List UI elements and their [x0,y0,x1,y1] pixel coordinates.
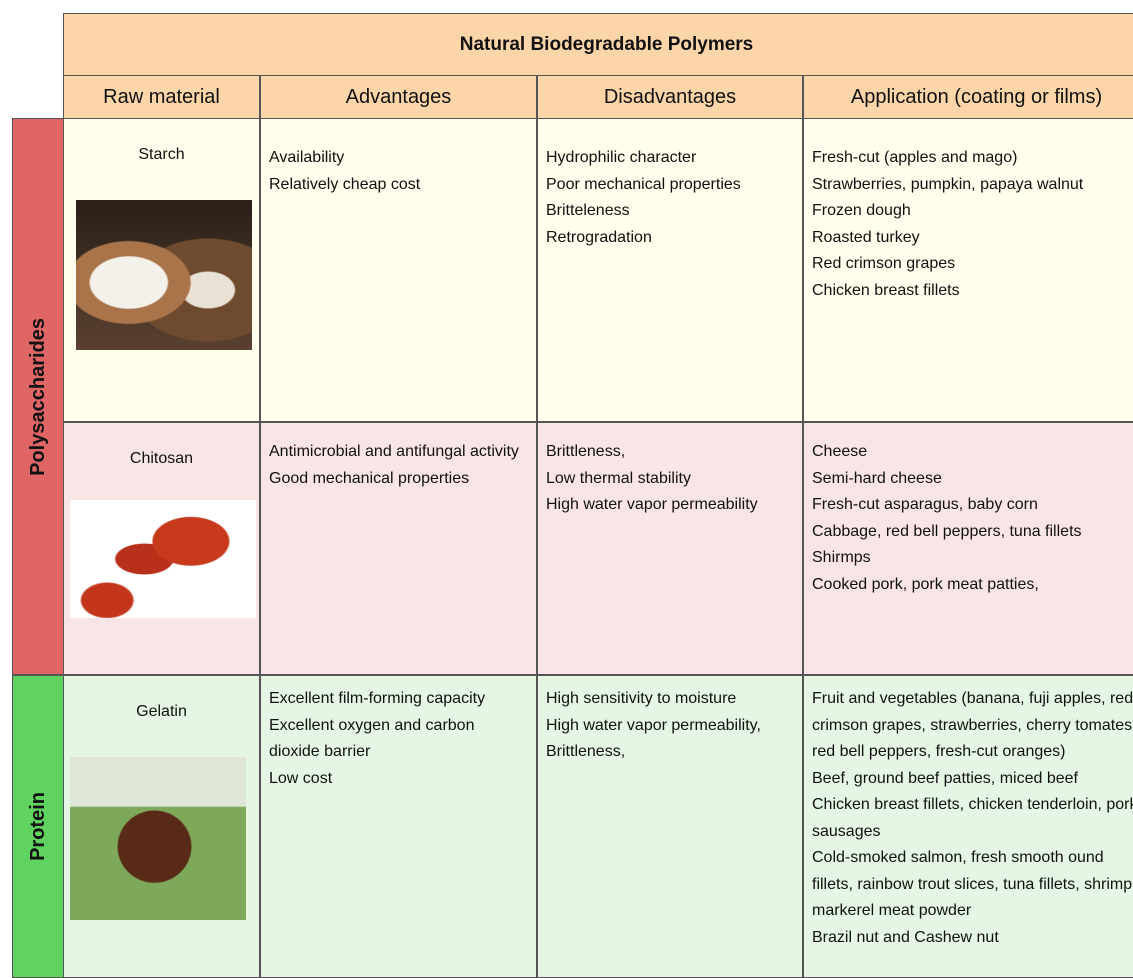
application-item: Fresh-cut (apples and mago) [812,149,1018,166]
application-item: Cooked pork, pork meat patties, [812,575,1039,593]
title-cell: Natural Biodegradable Polymers [63,13,1133,76]
advantages-cell: Availability Relatively cheap cost [260,118,537,422]
disadvantage-item: Retrogradation [546,228,652,246]
application-item: Red crimson grapes [812,255,956,272]
column-header: Advantages [260,75,537,119]
disadvantages-cell: Hydrophilic character Poor mechanical pro… [537,118,803,422]
disadvantage-item: Brittleness, [546,743,626,760]
advantages-cell: Antimicrobial and antifungal activity Goo… [260,422,537,675]
material-name: Chitosan [129,450,194,467]
advantage-item: Availability [269,149,345,166]
material-image [76,200,252,350]
advantage-item: Low cost [269,769,333,787]
material-name: Starch [138,146,185,163]
group-label-text: Polysaccharides [26,317,49,476]
group-label: Protein [12,675,64,978]
column-header: Application (coating or films) [803,75,1133,119]
column-header: Disadvantages [537,75,803,119]
disadvantage-item: High sensitivity to moisture [546,690,737,707]
disadvantages-cell: High sensitivity to moisture High water v… [537,675,803,978]
advantage-item: Excellent oxygen and carbon dioxide barr… [269,716,475,761]
advantage-item: Relatively cheap cost [269,175,421,193]
application-item: Chicken breast fillets, chicken tenderlo… [812,796,1133,840]
advantages-cell: Excellent film-forming capacity Excellent… [260,675,537,978]
disadvantage-item: High water vapor permeability, [546,716,761,734]
material-name: Gelatin [136,703,187,720]
applications-cell: Fresh-cut (apples and mago) Strawberries,… [803,118,1133,422]
material-image [70,500,256,618]
group-label: Polysaccharides [12,118,64,675]
application-item: Roasted turkey [812,228,920,246]
application-item: Strawberries, pumpkin, papaya walnut [812,175,1084,193]
application-item: Frozen dough [812,202,911,219]
application-item: Cabbage, red bell peppers, tuna fillets [812,522,1082,540]
disadvantage-item: Hydrophilic character [546,149,697,166]
disadvantage-item: High water vapor permeability [546,496,758,513]
application-item: Cheese [812,443,868,460]
application-item: Beef, ground beef patties, miced beef [812,769,1078,787]
application-item: Fruit and vegetables (banana, fuji apple… [812,690,1133,760]
application-item: Brazil nut and Cashew nut [812,928,999,946]
application-item: Shirmps [812,549,871,566]
disadvantage-item: Poor mechanical properties [546,175,741,193]
disadvantage-item: Low thermal stability [546,469,691,487]
disadvantages-cell: Brittleness, Low thermal stability High wa… [537,422,803,675]
applications-cell: Cheese Semi-hard cheese Fresh-cut asparagu… [803,422,1133,675]
advantage-item: Excellent film-forming capacity [269,690,486,707]
advantage-item: Good mechanical properties [269,469,470,487]
application-item: Cold-smoked salmon, fresh smooth ound fi… [812,849,1133,919]
column-header: Raw material [63,75,260,119]
material-image [70,757,246,920]
disadvantage-item: Britteleness [546,202,630,219]
group-label-text: Protein [26,792,49,861]
advantage-item: Antimicrobial and antifungal activity [269,443,519,460]
application-item: Fresh-cut asparagus, baby corn [812,496,1038,513]
application-item: Semi-hard cheese [812,469,942,487]
disadvantage-item: Brittleness, [546,443,626,460]
applications-cell: Fruit and vegetables (banana, fuji apple… [803,675,1133,978]
application-item: Chicken breast fillets [812,281,960,299]
